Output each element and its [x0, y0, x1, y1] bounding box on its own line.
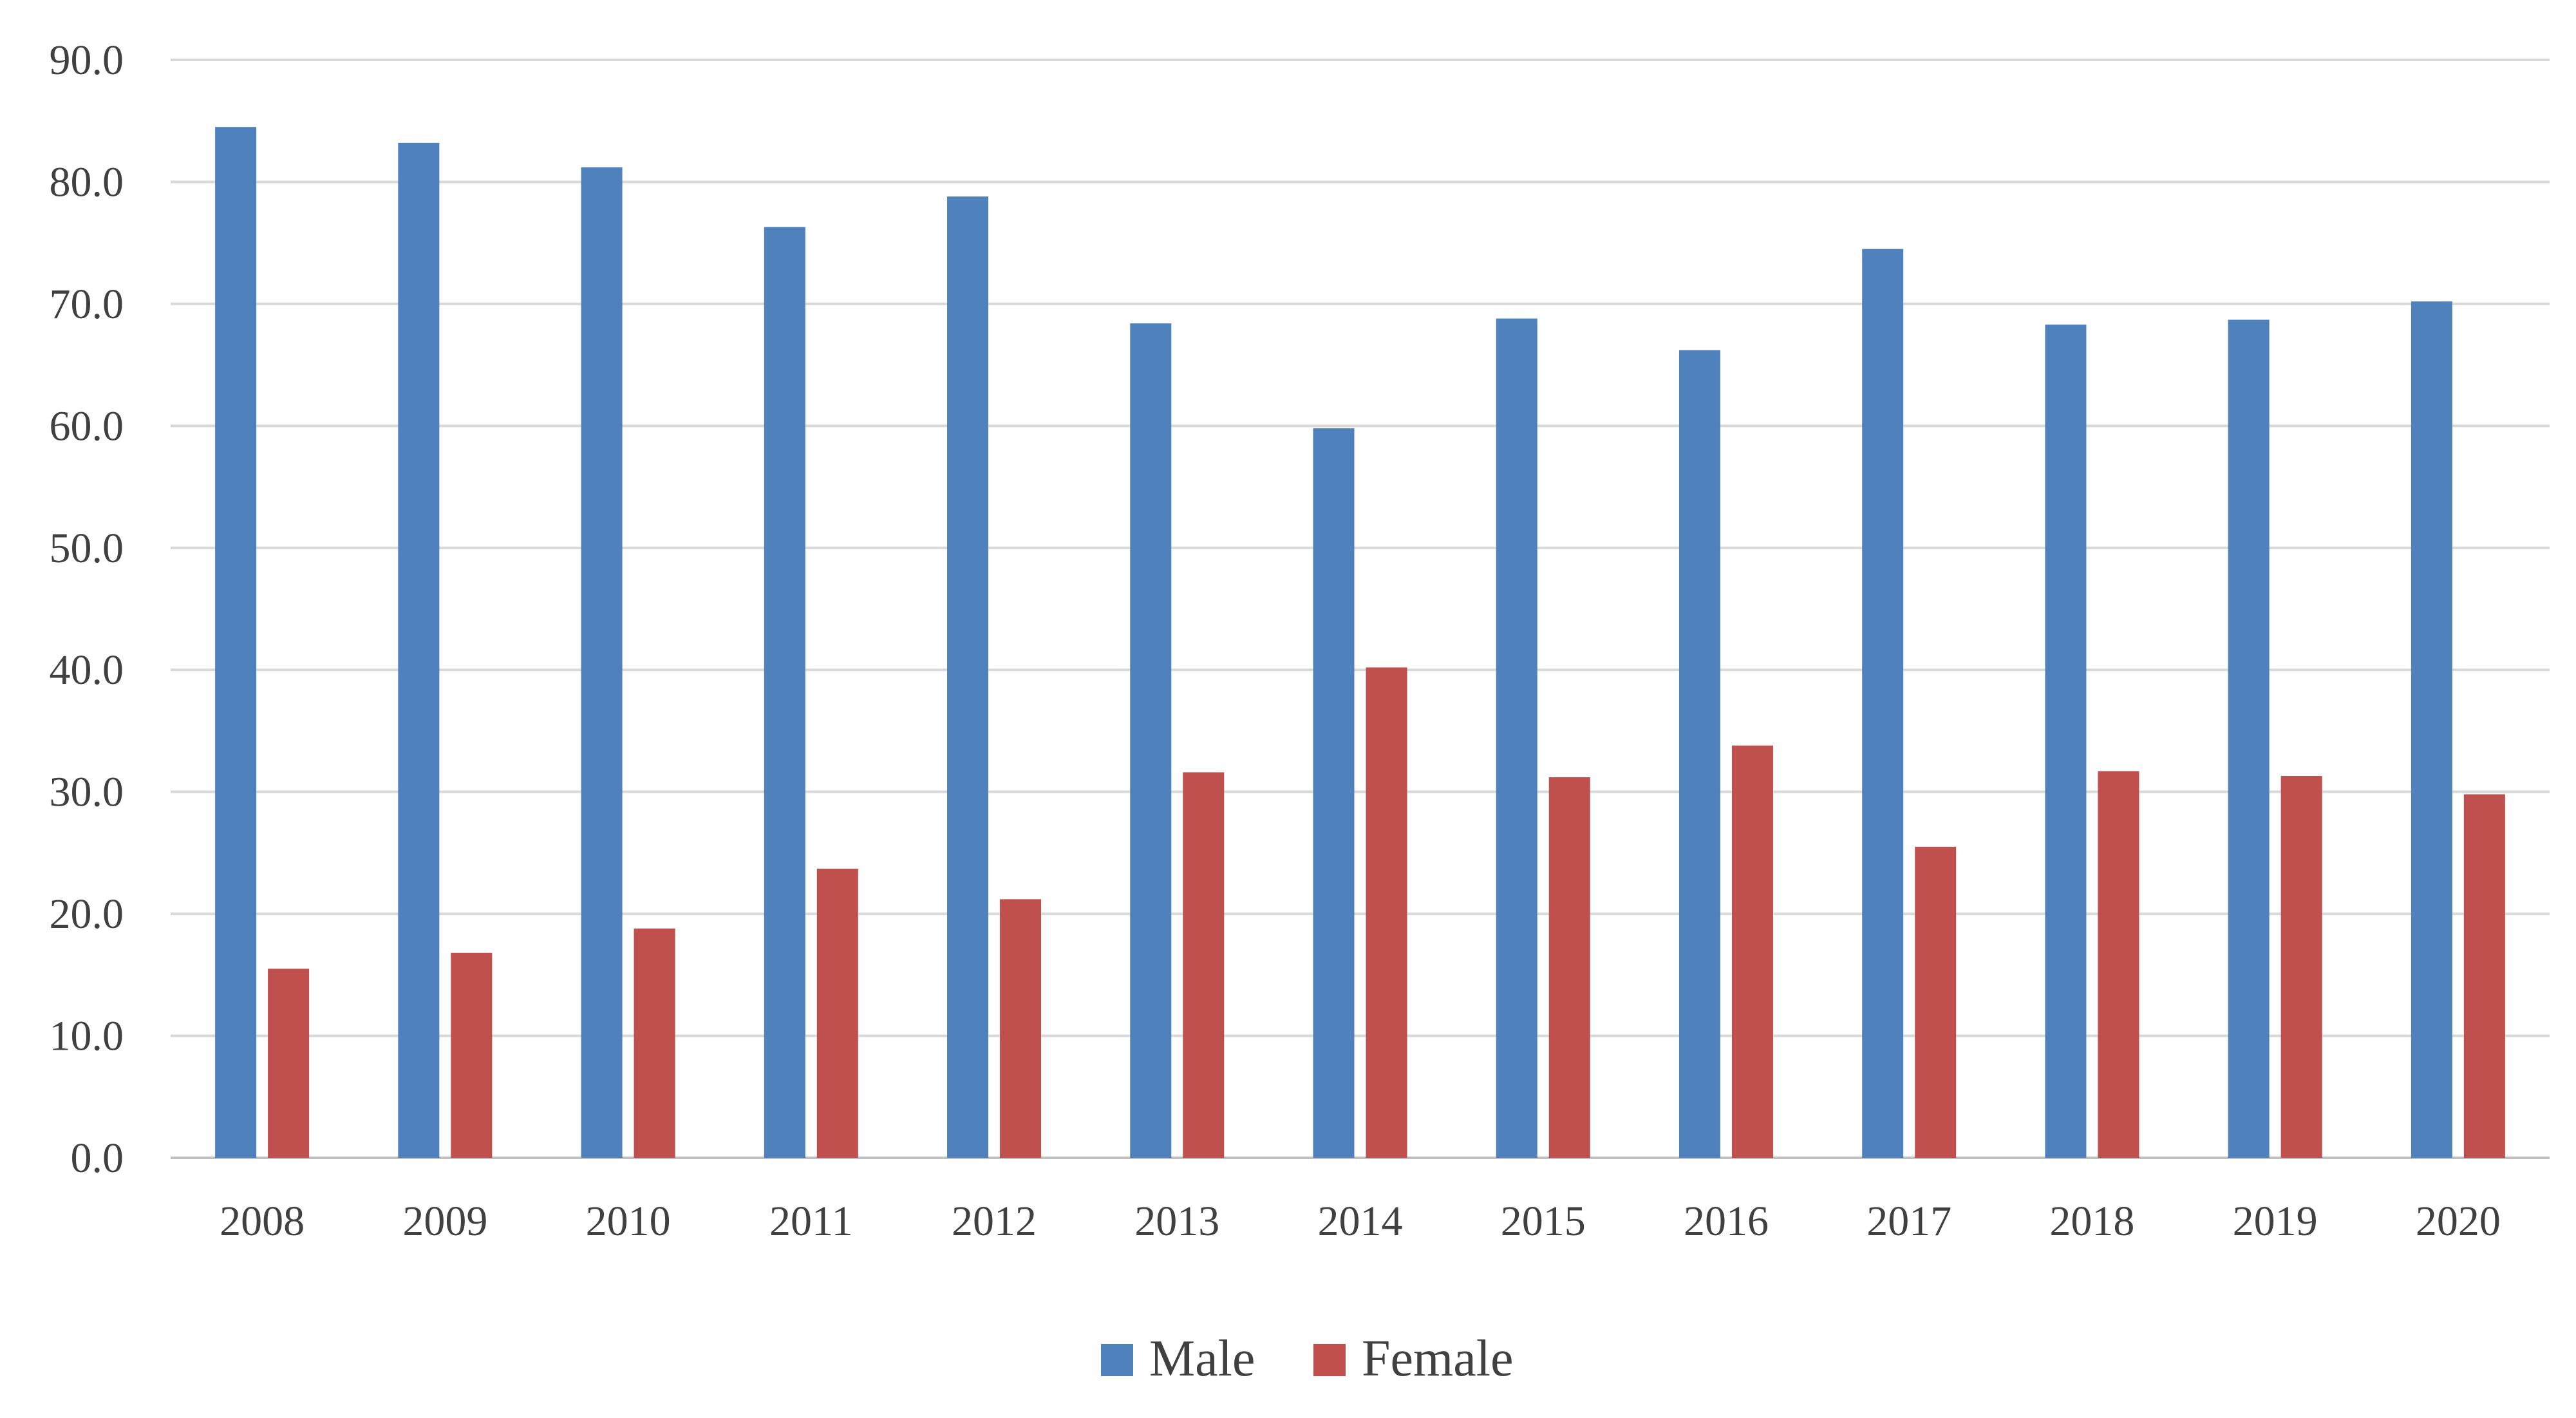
x-tick-label: 2015 [1501, 1198, 1586, 1245]
legend-item-male: Male [1101, 1330, 1255, 1387]
bar-male-2014 [1313, 428, 1355, 1158]
y-tick-label: 80.0 [50, 158, 124, 205]
bar-male-2011 [764, 227, 805, 1158]
bars [215, 127, 2505, 1158]
bar-male-2020 [2411, 301, 2452, 1158]
bar-female-2015 [1548, 777, 1590, 1158]
bar-female-2020 [2463, 794, 2505, 1158]
x-tick-label: 2019 [2233, 1198, 2318, 1245]
y-tick-label: 90.0 [50, 37, 124, 84]
y-tick-label: 40.0 [50, 647, 124, 694]
legend: Male Female [1101, 1330, 1513, 1387]
legend-label-female: Female [1362, 1330, 1513, 1387]
bar-female-2010 [634, 928, 675, 1158]
bar-female-2014 [1366, 667, 1407, 1158]
x-tick-label: 2013 [1134, 1198, 1219, 1245]
bar-female-2019 [2280, 776, 2322, 1158]
bar-female-2011 [816, 869, 858, 1158]
bar-male-2013 [1130, 323, 1172, 1158]
y-tick-label: 30.0 [50, 769, 124, 816]
bar-male-2010 [581, 167, 623, 1158]
gridlines [171, 59, 2550, 1159]
x-tick-label: 2014 [1318, 1198, 1403, 1245]
x-axis-tick-labels: 2008 2009 2010 2011 2012 2013 2014 2015 2016 2017… [220, 1198, 2501, 1245]
x-tick-label: 2008 [220, 1198, 305, 1245]
bar-male-2019 [2228, 319, 2270, 1158]
x-tick-label: 2010 [586, 1198, 671, 1245]
bar-female-2017 [1915, 846, 1957, 1158]
y-tick-label: 60.0 [50, 402, 124, 449]
x-tick-label: 2009 [402, 1198, 487, 1245]
x-tick-label: 2020 [2416, 1198, 2501, 1245]
legend-label-male: Male [1149, 1330, 1255, 1387]
bar-female-2016 [1731, 745, 1773, 1158]
bar-male-2017 [1862, 249, 1904, 1158]
bar-male-2008 [215, 127, 257, 1158]
legend-item-female: Female [1313, 1330, 1513, 1387]
y-tick-label: 0.0 [71, 1135, 124, 1182]
bar-female-2009 [451, 952, 493, 1158]
y-tick-label: 10.0 [50, 1013, 124, 1060]
x-tick-label: 2011 [769, 1198, 853, 1245]
bar-female-2008 [268, 969, 310, 1158]
bar-female-2013 [1183, 772, 1225, 1158]
bar-female-2012 [1000, 899, 1042, 1158]
x-tick-label: 2017 [1866, 1198, 1951, 1245]
x-tick-label: 2016 [1684, 1198, 1769, 1245]
x-tick-label: 2012 [952, 1198, 1037, 1245]
bar-male-2015 [1496, 318, 1537, 1158]
legend-swatch-female [1313, 1344, 1346, 1376]
legend-swatch-male [1101, 1344, 1133, 1376]
y-tick-label: 20.0 [50, 891, 124, 938]
bar-male-2012 [947, 196, 989, 1158]
bar-male-2009 [398, 142, 440, 1158]
bar-male-2016 [1678, 350, 1720, 1158]
bar-female-2018 [2098, 771, 2139, 1158]
x-tick-label: 2018 [2049, 1198, 2134, 1245]
bar-male-2018 [2045, 325, 2087, 1158]
y-tick-label: 50.0 [50, 525, 124, 572]
y-axis-tick-labels: 0.0 10.0 20.0 30.0 40.0 50.0 60.0 70.0 80.0 90.0 [50, 37, 124, 1182]
y-tick-label: 70.0 [50, 281, 124, 328]
